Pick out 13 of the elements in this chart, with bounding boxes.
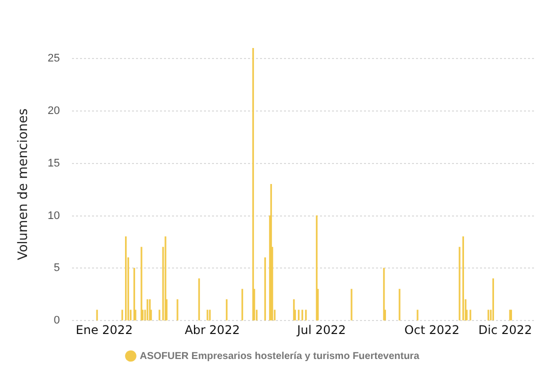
y-tick-label: 20 bbox=[48, 104, 60, 117]
legend-label: ASOFUER Empresarios hostelería y turismo Fuerteventura bbox=[140, 350, 420, 362]
x-tick-label: Oct 2022 bbox=[404, 322, 460, 337]
x-tick-label: Ene 2022 bbox=[76, 322, 133, 337]
x-tick-label: Jul 2022 bbox=[296, 322, 346, 337]
y-tick-label: 0 bbox=[54, 314, 60, 327]
x-tick-label: Dic 2022 bbox=[478, 322, 532, 337]
y-tick-label: 5 bbox=[54, 262, 60, 274]
y-tick-label: 10 bbox=[48, 210, 60, 222]
y-tick-label: 25 bbox=[48, 52, 60, 65]
y-tick-label: 15 bbox=[48, 157, 60, 170]
x-tick-label: Abr 2022 bbox=[184, 322, 240, 337]
y-axis-title: Volumen de menciones bbox=[16, 108, 32, 260]
